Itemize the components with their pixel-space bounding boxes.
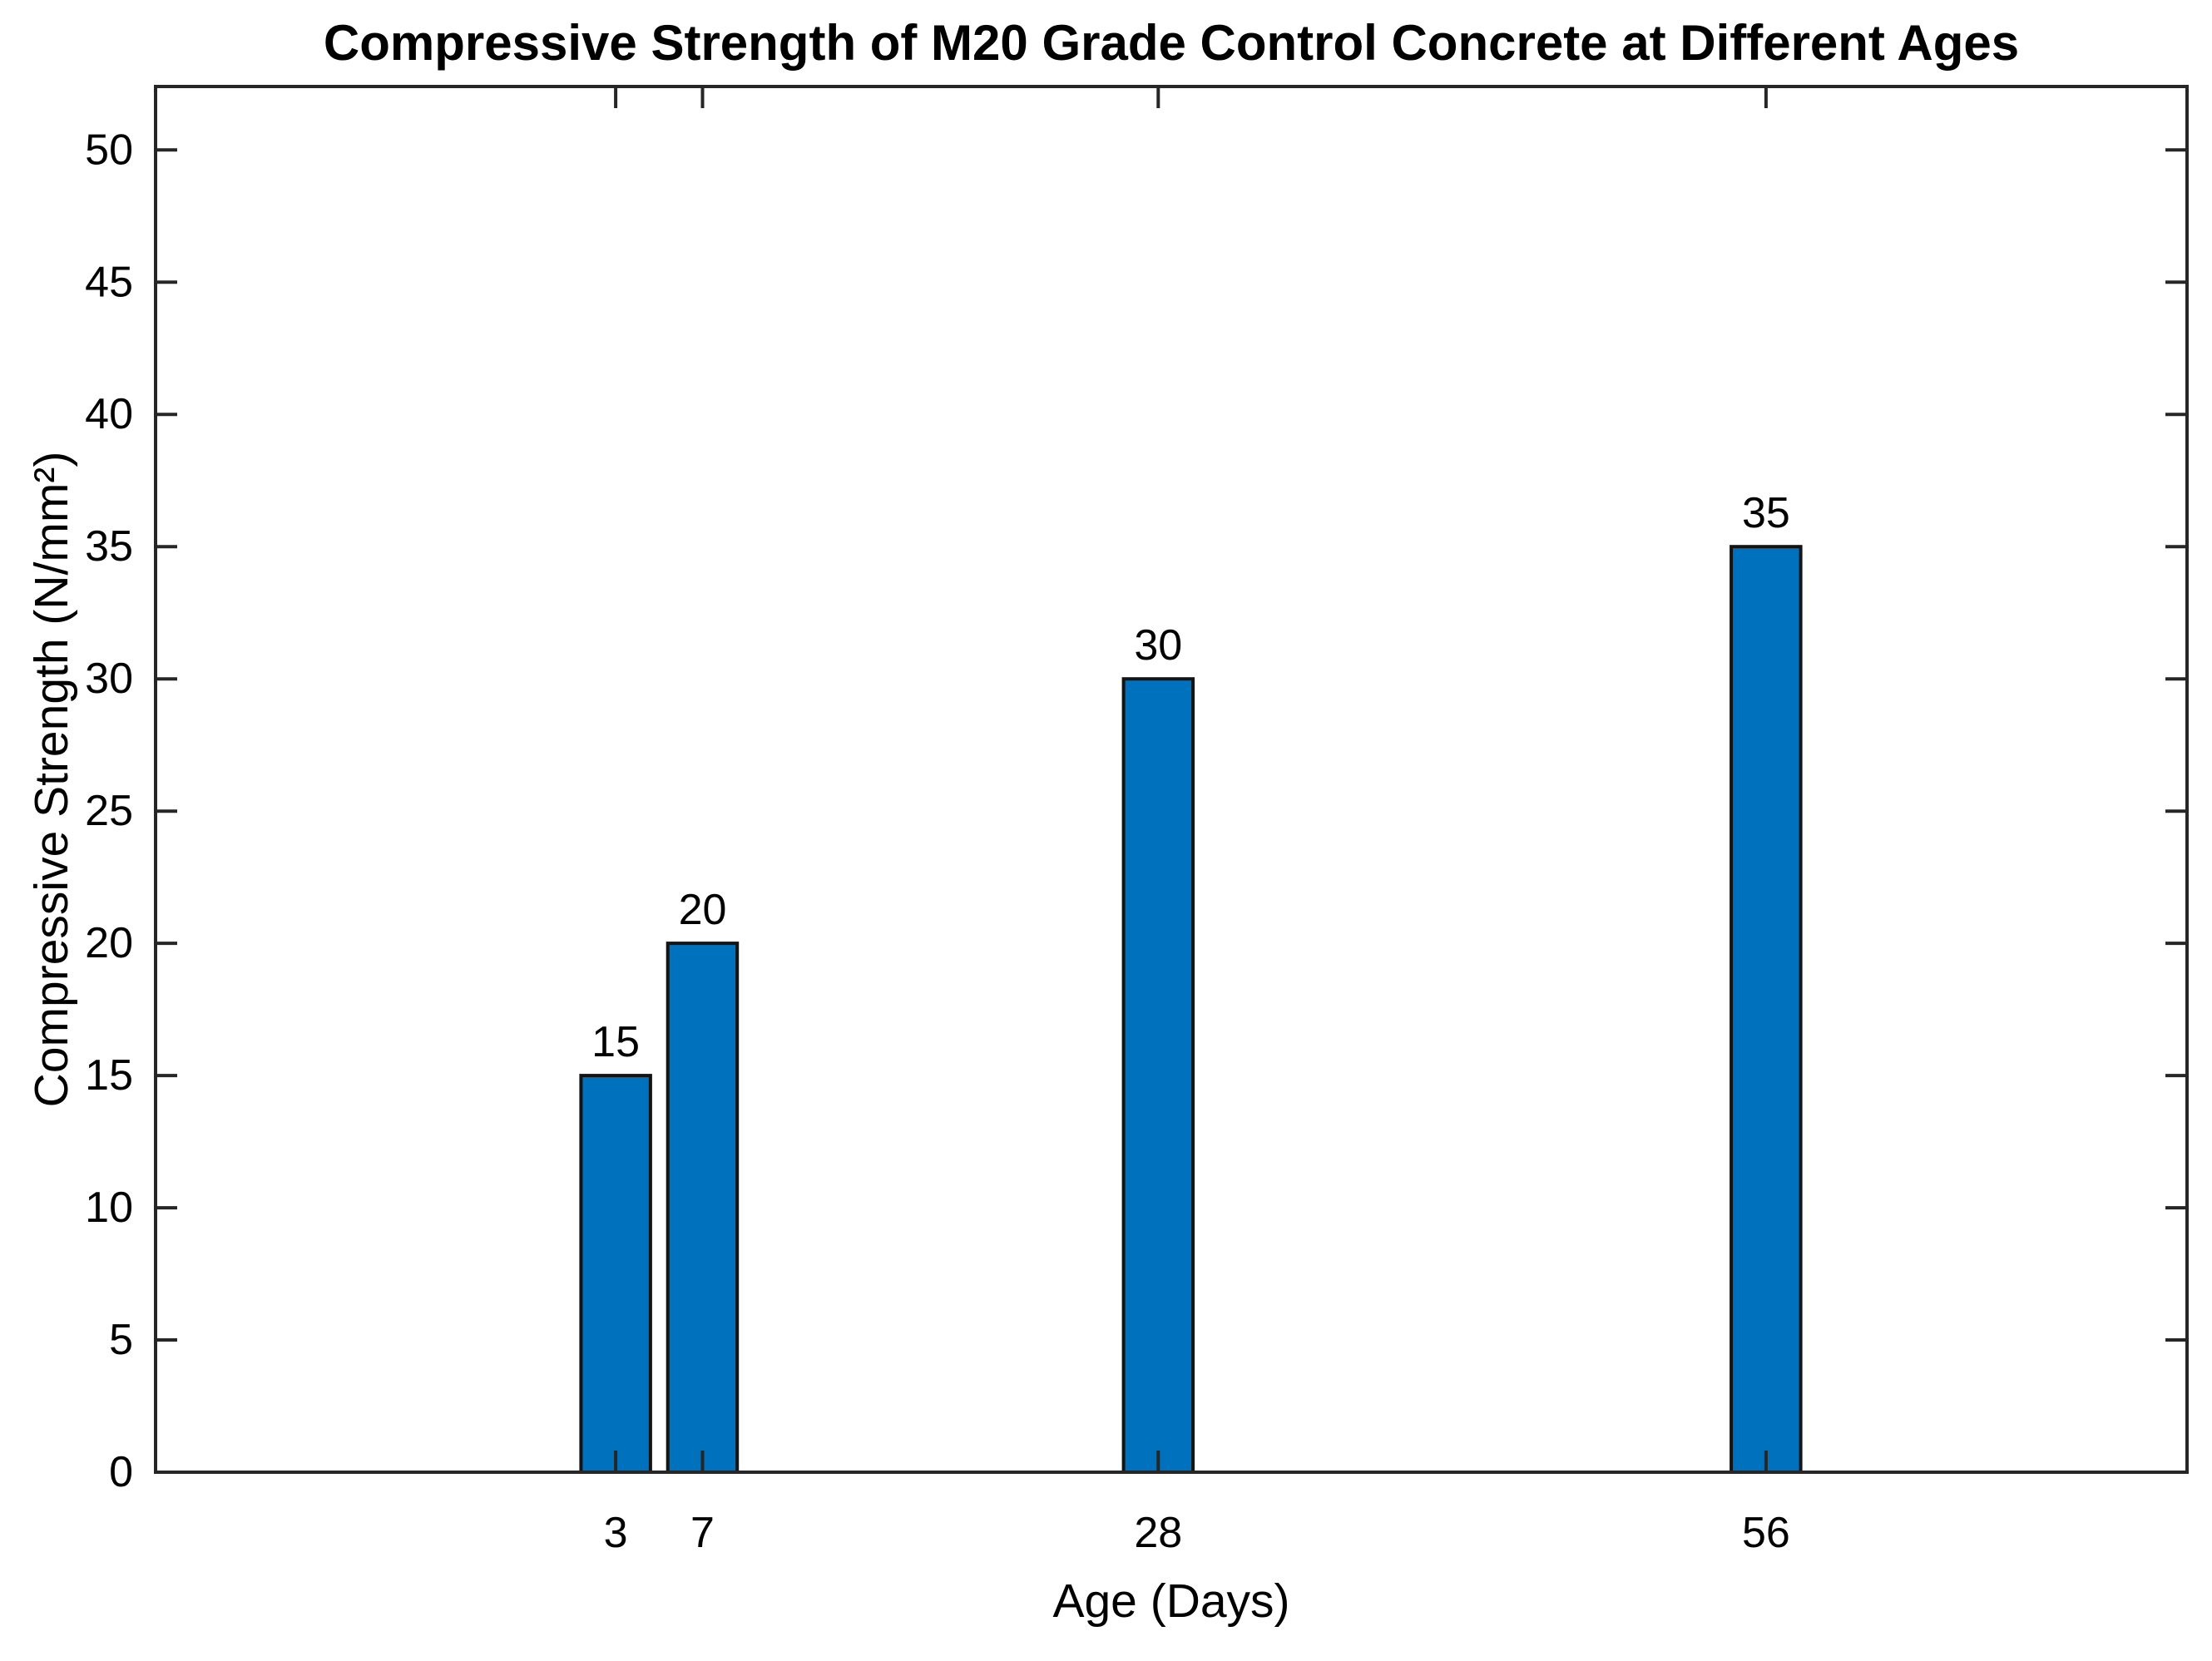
y-tick-label: 45: [85, 258, 133, 306]
bar-value-label: 30: [1134, 621, 1182, 670]
y-tick-label: 50: [85, 126, 133, 174]
x-tick-label: 7: [690, 1509, 715, 1557]
bar-value-label: 35: [1742, 489, 1790, 537]
bar: [666, 942, 740, 1474]
bar: [1121, 677, 1195, 1474]
x-tick-label: 56: [1742, 1509, 1790, 1557]
bar: [1730, 545, 1803, 1475]
ticks-layer: [156, 87, 2187, 1474]
x-tick-label: 28: [1134, 1509, 1182, 1557]
y-tick-label: 10: [85, 1184, 133, 1232]
y-tick-label: 30: [85, 655, 133, 703]
y-tick-label: 20: [85, 919, 133, 967]
y-tick-label: 15: [85, 1051, 133, 1100]
bar-value-label: 20: [679, 886, 727, 934]
plot-box-layer: [154, 85, 2189, 1474]
bars-layer: [579, 545, 1803, 1475]
bar-labels-layer: 15 20 30 35: [591, 489, 1790, 1066]
y-tick-label: 0: [109, 1448, 133, 1496]
bar: [579, 1074, 652, 1474]
x-axis-label: Age (Days): [1052, 1574, 1289, 1628]
y-axis-label: Compressive Strength (N/mm²): [25, 452, 78, 1108]
y-tick-label: 25: [85, 787, 133, 835]
plot-box: [154, 85, 2189, 1474]
chart-title: Compressive Strength of M20 Grade Contro…: [324, 15, 2019, 71]
y-tick-label: 40: [85, 390, 133, 438]
y-tick-label: 35: [85, 522, 133, 571]
x-tick-label: 3: [604, 1509, 628, 1557]
y-tick-label: 5: [109, 1316, 133, 1364]
bar-value-label: 15: [591, 1018, 640, 1066]
tick-labels-layer: 0 5 10 15 20 25 30 35 40 45 50 3 7 28 56: [85, 126, 1790, 1557]
